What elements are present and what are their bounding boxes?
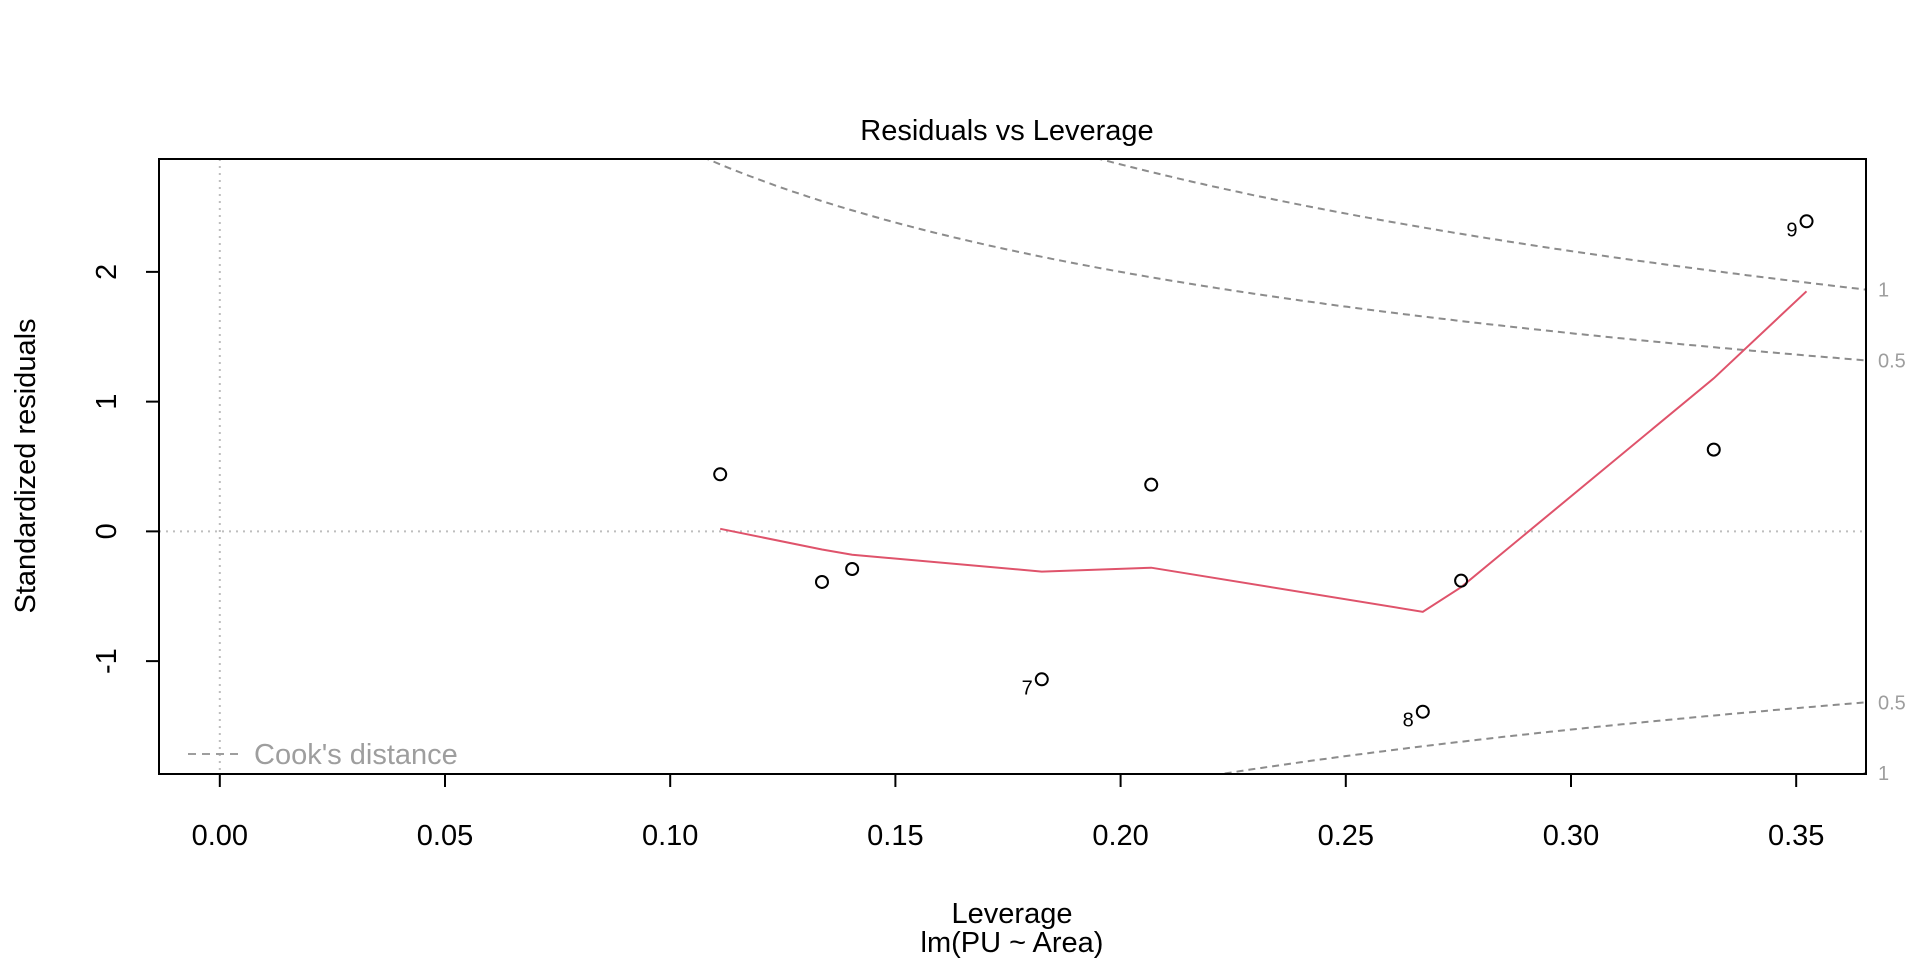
y-tick-label: 2 <box>91 264 123 280</box>
cooks-contour-upper-0.5 <box>704 159 1866 362</box>
cooks-level-label: 1 <box>1878 280 1889 302</box>
data-point <box>814 574 829 589</box>
data-point <box>1706 442 1721 457</box>
legend-label: Cook's distance <box>254 739 458 771</box>
cooks-distance-legend: Cook's distance <box>188 739 458 771</box>
cooks-contour-lower-0.5 <box>1214 701 1866 774</box>
x-tick-label: 0.00 <box>192 820 248 852</box>
cooks-contour-upper-1 <box>1095 159 1866 291</box>
x-tick-label: 0.25 <box>1318 820 1374 852</box>
point-label: 7 <box>1022 677 1033 699</box>
x-tick-label: 0.05 <box>417 820 473 852</box>
y-tick-label: 1 <box>91 394 123 410</box>
data-point <box>1144 477 1159 492</box>
y-axis: -1 0 1 2 <box>91 264 160 674</box>
cooks-level-label: 1 <box>1878 763 1889 785</box>
cooks-level-labels: 0.5 0.5 1 1 <box>1878 280 1906 786</box>
data-point <box>1799 214 1814 229</box>
y-tick-label: -1 <box>91 648 123 674</box>
smoother-line <box>720 290 1808 613</box>
x-axis-label: Leverage <box>952 898 1073 930</box>
x-tick-label: 0.10 <box>642 820 698 852</box>
y-axis-label: Standardized residuals <box>10 318 42 613</box>
cooks-level-label: 0.5 <box>1878 350 1906 372</box>
data-point <box>1415 704 1430 719</box>
y-tick-label: 0 <box>91 523 123 539</box>
data-point <box>845 562 860 576</box>
data-point <box>713 467 728 482</box>
cooks-level-label: 0.5 <box>1878 692 1906 714</box>
x-tick-label: 0.35 <box>1768 820 1824 852</box>
smoother-line-group <box>720 290 1808 613</box>
x-axis: 0.00 0.05 0.10 0.15 0.20 0.25 0.30 0.35 <box>192 773 1824 852</box>
x-axis-subtitle: lm(PU ~ Area) <box>921 927 1104 959</box>
x-tick-label: 0.15 <box>867 820 923 852</box>
data-point <box>1034 672 1049 687</box>
x-tick-label: 0.30 <box>1543 820 1599 852</box>
point-label: 8 <box>1403 710 1414 732</box>
reference-lines <box>159 159 1866 774</box>
cooks-distance-contours <box>704 159 1866 774</box>
point-label: 9 <box>1786 219 1797 241</box>
data-point <box>1454 573 1469 588</box>
x-tick-label: 0.20 <box>1092 820 1148 852</box>
data-points: 7 8 9 <box>713 214 1814 732</box>
chart-title: Residuals vs Leverage <box>860 115 1153 147</box>
